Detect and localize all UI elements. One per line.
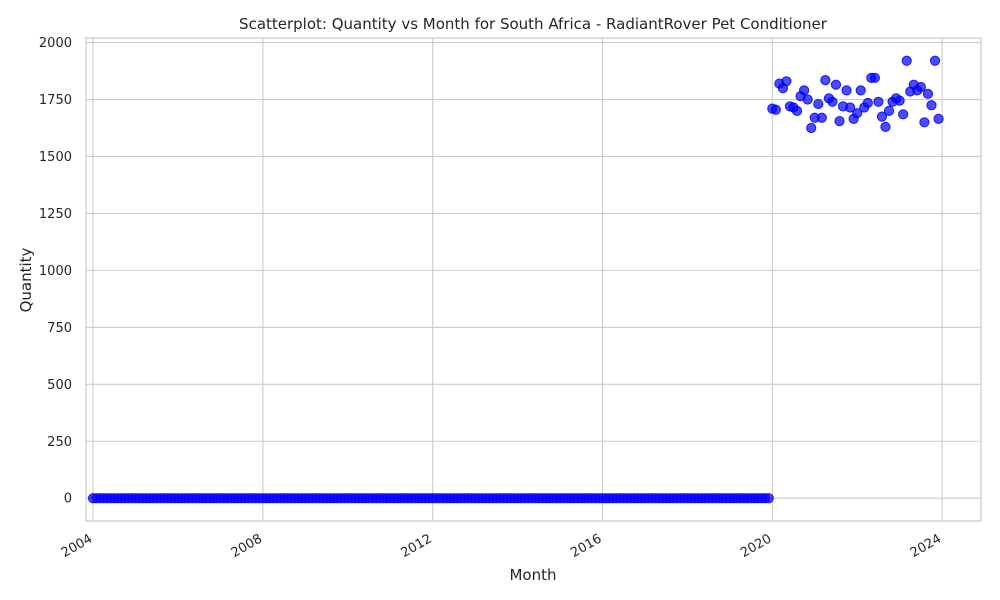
y-tick-label: 0	[64, 492, 72, 507]
y-tick-label: 1750	[39, 93, 72, 108]
data-point	[883, 105, 895, 117]
x-tick-labels: 2004 2008 2012 2016 2020 2024	[59, 531, 944, 561]
data-points	[87, 55, 944, 504]
data-point	[855, 85, 866, 96]
y-tick-label: 500	[47, 378, 72, 393]
y-tick-label: 1500	[39, 150, 72, 165]
data-point	[898, 109, 909, 120]
data-point	[880, 121, 891, 132]
x-tick-label: 2016	[568, 531, 604, 561]
data-point	[915, 81, 926, 93]
data-point	[876, 111, 888, 122]
y-tick-label: 750	[47, 321, 72, 336]
y-axis-label: Quantity	[17, 247, 35, 312]
data-point	[806, 122, 817, 134]
data-point	[862, 97, 873, 109]
data-point	[813, 98, 824, 110]
data-point	[919, 117, 930, 128]
plot-area-frame	[85, 37, 982, 522]
y-tick-labels: 0 250 500 750 1000 1250 1500 1750 2000	[39, 36, 72, 507]
y-tick-label: 1000	[39, 264, 72, 279]
data-point	[830, 79, 842, 90]
x-tick-label: 2020	[738, 531, 774, 561]
data-point	[922, 88, 934, 99]
x-tick-label: 2004	[59, 531, 95, 561]
data-point	[791, 105, 803, 117]
data-point	[933, 113, 944, 124]
data-point	[816, 112, 827, 123]
data-point	[852, 108, 863, 119]
data-point	[781, 76, 792, 87]
data-point	[802, 94, 813, 105]
data-point	[901, 55, 912, 66]
chart-title: Scatterplot: Quantity vs Month for South…	[239, 15, 828, 33]
data-point	[834, 116, 845, 127]
data-point	[926, 100, 937, 111]
y-tick-label: 2000	[39, 36, 72, 51]
y-tick-label: 250	[47, 435, 72, 450]
data-point	[894, 95, 905, 106]
data-point	[873, 96, 884, 107]
data-point	[763, 493, 774, 504]
x-tick-label: 2024	[908, 531, 944, 561]
data-point	[820, 75, 831, 86]
data-point	[841, 85, 852, 96]
x-tick-label: 2012	[399, 531, 435, 561]
y-tick-label: 1250	[39, 207, 72, 222]
data-point	[869, 72, 880, 83]
data-point	[799, 85, 810, 96]
x-tick-label: 2008	[229, 531, 265, 561]
data-point	[770, 104, 781, 115]
data-point	[845, 102, 856, 113]
x-axis-label: Month	[509, 566, 556, 584]
data-point	[929, 55, 941, 66]
data-point	[827, 96, 838, 107]
